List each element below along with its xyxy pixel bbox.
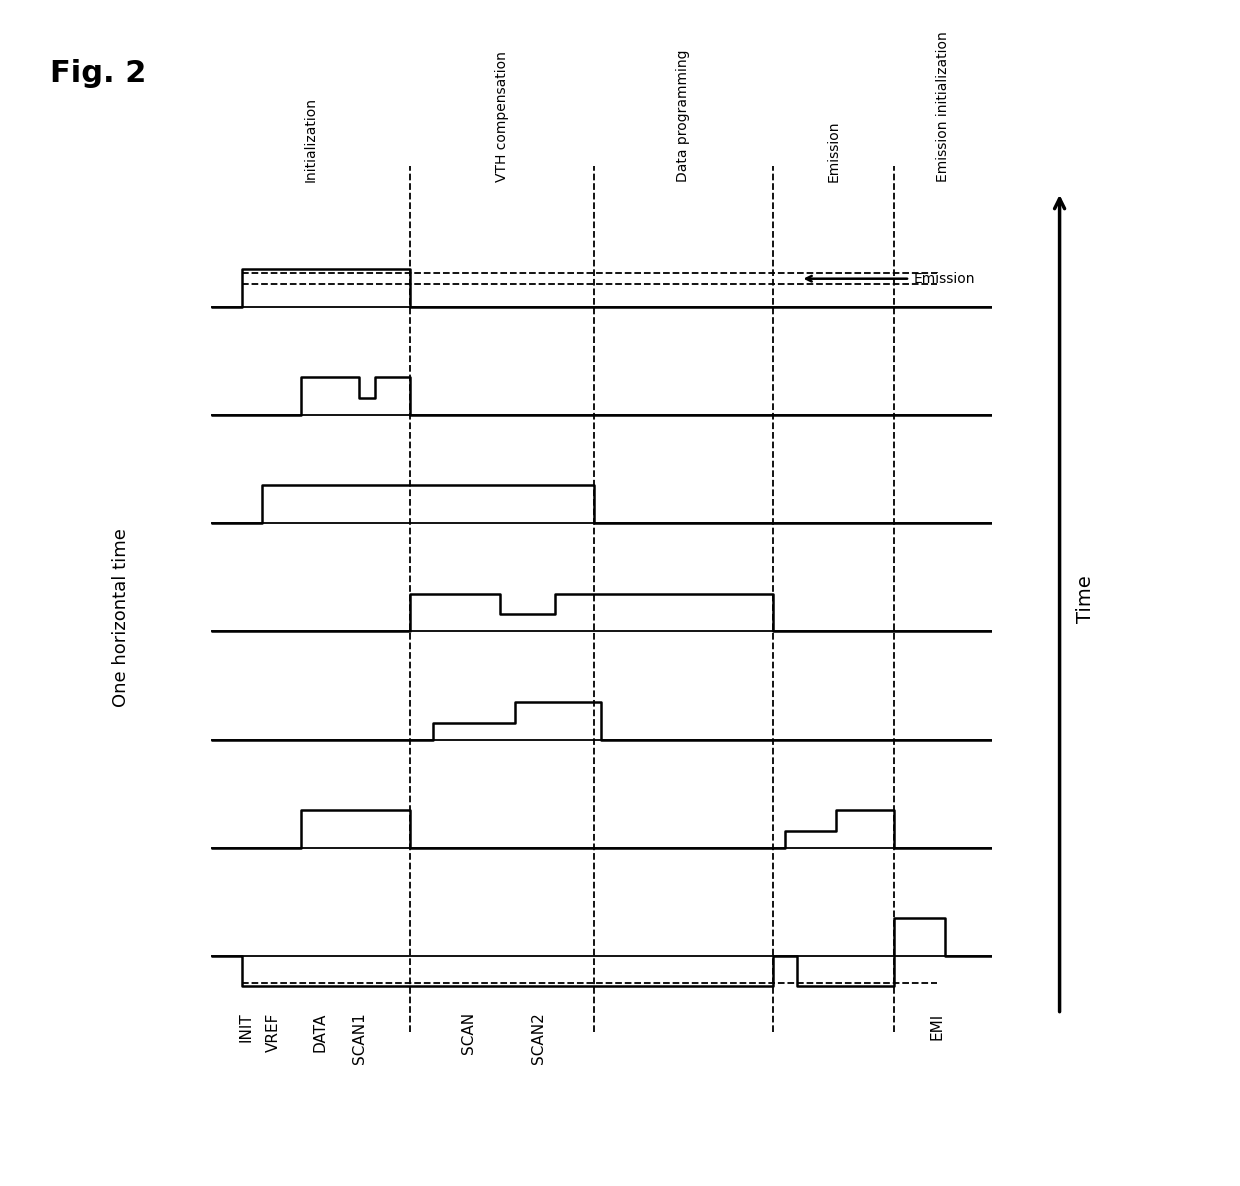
Text: DATA: DATA xyxy=(312,1013,327,1052)
Text: SCAN: SCAN xyxy=(461,1013,476,1054)
Text: Emission initialization: Emission initialization xyxy=(936,32,950,183)
Text: Fig. 2: Fig. 2 xyxy=(50,59,146,88)
Text: Emission: Emission xyxy=(827,121,841,183)
Text: VREF: VREF xyxy=(265,1013,280,1052)
Text: Emission: Emission xyxy=(914,272,976,286)
Text: One horizontal time: One horizontal time xyxy=(112,528,130,707)
Text: INIT: INIT xyxy=(238,1013,253,1042)
Text: Initialization: Initialization xyxy=(304,97,317,183)
Text: Time: Time xyxy=(1076,575,1095,623)
Text: EMI: EMI xyxy=(930,1013,945,1040)
Text: SCAN1: SCAN1 xyxy=(352,1013,367,1064)
Text: Data programming: Data programming xyxy=(677,50,691,183)
Text: VTH compensation: VTH compensation xyxy=(495,51,508,183)
Text: SCAN2: SCAN2 xyxy=(532,1013,547,1064)
